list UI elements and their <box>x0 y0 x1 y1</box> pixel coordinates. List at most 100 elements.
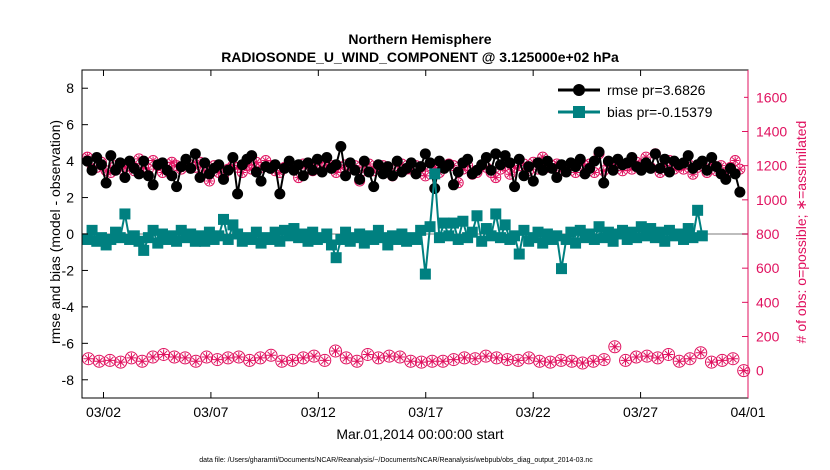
footnote: data file: /Users/gharamti/Documents/NCA… <box>199 457 593 464</box>
rmse-point <box>105 150 117 162</box>
obs-near-surface-circle <box>726 352 740 366</box>
bias-point <box>588 233 600 245</box>
obs-near-surface-circle <box>694 346 708 360</box>
y2-tick-label: 200 <box>756 329 780 345</box>
obs-near-surface-circle <box>243 353 257 367</box>
rmse-point <box>330 159 342 171</box>
rmse-point <box>663 166 675 178</box>
obs-near-surface-circle <box>586 354 600 368</box>
obs-near-surface-point <box>652 352 663 363</box>
bias-point <box>246 233 258 245</box>
rmse-point <box>546 162 558 174</box>
bias-point <box>429 168 441 180</box>
bias-point <box>471 210 483 222</box>
bias-point <box>443 230 455 242</box>
bias-point <box>372 224 384 236</box>
bias-point <box>264 233 276 245</box>
x-tick-label: 04/01 <box>730 404 765 420</box>
bias-point <box>335 233 347 245</box>
obs-near-surface-circle <box>479 349 493 363</box>
bias-point <box>513 248 525 260</box>
obs-near-surface-point <box>470 353 481 364</box>
obs-near-surface-circle <box>253 351 267 365</box>
rmse-point <box>372 159 384 171</box>
rmse-point <box>485 164 497 176</box>
obs-near-surface-circle <box>318 353 332 367</box>
obs-near-surface-point <box>233 352 244 362</box>
rmse-point <box>518 170 530 182</box>
rmse-point <box>269 159 281 171</box>
obs-assimilated-point <box>228 161 237 170</box>
rmse-point <box>682 150 694 162</box>
rmse-point <box>246 150 258 162</box>
y-axis-label: rmse and bias (model - observation) <box>47 120 63 344</box>
bias-point <box>86 224 98 236</box>
rmse-point <box>86 164 98 176</box>
bias-point <box>410 233 422 245</box>
y-tick-label: 2 <box>66 190 74 206</box>
x-tick-label: 03/22 <box>516 404 551 420</box>
bias-point <box>682 223 694 235</box>
rmse-point <box>316 166 328 178</box>
bias-point <box>659 235 671 247</box>
obs-near-surface-point <box>523 352 534 363</box>
rmse-point <box>274 188 286 200</box>
bias-point <box>302 235 314 247</box>
rmse-point <box>166 170 178 182</box>
bias-point <box>358 237 370 249</box>
bias-point <box>142 232 154 244</box>
rmse-point <box>729 168 741 180</box>
obs-near-surface-circle <box>436 354 450 368</box>
obs-assimilated-point <box>421 171 430 180</box>
obs-assimilated-point <box>679 165 688 174</box>
bias-point <box>448 217 460 229</box>
bias-point <box>692 204 704 216</box>
legend-rmse-marker <box>573 84 585 96</box>
y2-axis-label: # of obs: o=possible; ∗=assimilated <box>793 121 809 344</box>
obs-near-surface-point <box>631 352 642 362</box>
obs-assimilated-point <box>200 166 209 175</box>
obs-assimilated-point <box>120 163 129 172</box>
legend-rmse-label: rmse pr=3.6826 <box>607 82 706 98</box>
obs-near-surface-circle <box>221 351 235 365</box>
rmse-point <box>598 177 610 189</box>
obs-assimilated-point <box>688 170 697 179</box>
obs-near-surface-circle <box>382 349 396 363</box>
obs-near-surface-circle <box>210 353 224 367</box>
obs-near-surface-point <box>244 355 255 366</box>
x-tick-label: 03/07 <box>193 404 228 420</box>
obs-assimilated-point <box>590 168 599 177</box>
bias-point <box>696 230 708 242</box>
rmse-point <box>358 155 370 167</box>
bias-point <box>678 233 690 245</box>
bias-point <box>457 215 469 227</box>
obs-near-surface-circle <box>490 351 504 365</box>
obs-near-surface-point <box>448 354 459 365</box>
bias-point <box>570 237 582 249</box>
bias-point <box>551 230 563 242</box>
bias-point <box>532 226 544 238</box>
obs-near-surface-point <box>695 347 706 358</box>
rmse-point <box>527 175 539 187</box>
bias-point <box>476 235 488 247</box>
obs-near-surface-point <box>405 356 416 367</box>
rmse-point <box>119 172 131 184</box>
bias-point <box>537 237 549 249</box>
bias-point <box>232 228 244 240</box>
y-tick-label: -4 <box>62 299 75 315</box>
rmse-point <box>386 170 398 182</box>
y2-tick-label: 1600 <box>756 89 787 105</box>
bias-point <box>307 226 319 238</box>
bias-point <box>452 233 464 245</box>
obs-near-surface-circle <box>92 354 106 368</box>
obs-near-surface-point <box>298 352 309 363</box>
bias-point <box>382 239 394 251</box>
obs-assimilated-point <box>538 153 547 162</box>
x-tick-label: 03/02 <box>86 404 121 420</box>
bias-point <box>340 226 352 238</box>
x-tick-label: 03/12 <box>301 404 336 420</box>
y-tick-label: -6 <box>62 335 75 351</box>
obs-near-surface-circle <box>350 354 364 368</box>
rmse-point <box>171 181 183 193</box>
